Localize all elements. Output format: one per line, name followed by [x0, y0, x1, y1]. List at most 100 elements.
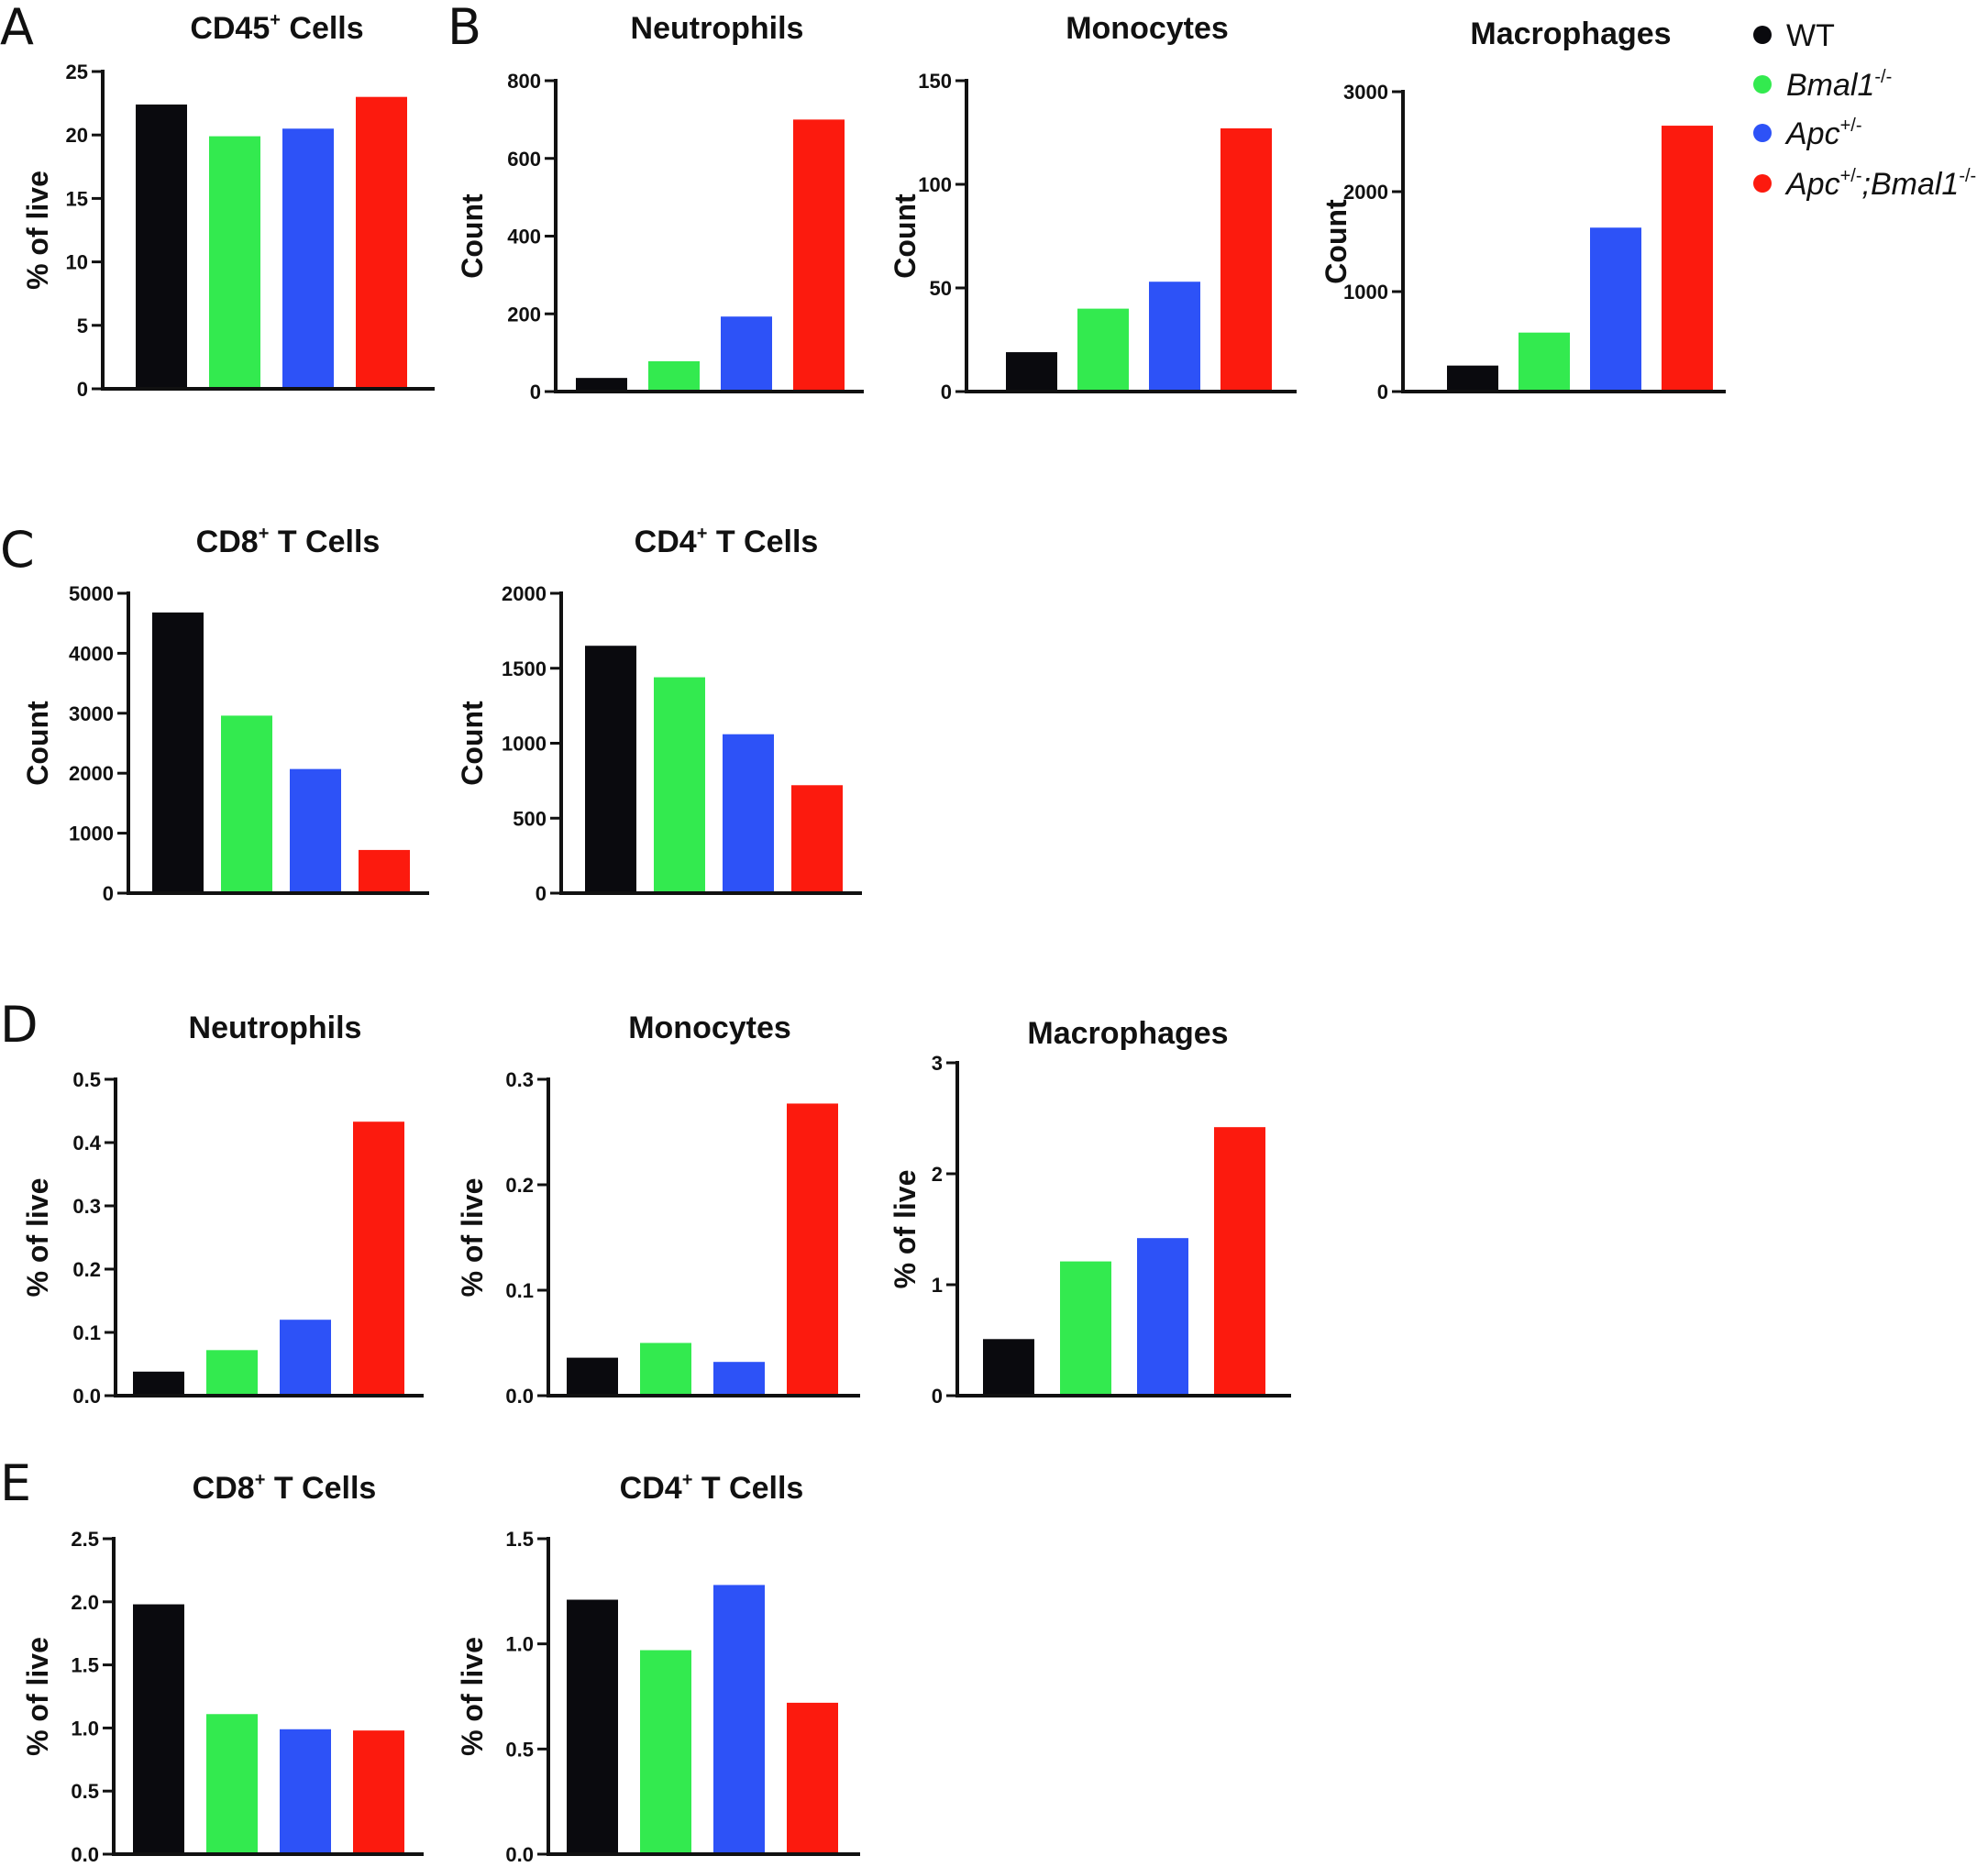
y-axis-label: Count: [21, 701, 54, 786]
bar-apc-bmal1: [787, 1103, 838, 1396]
y-tick-label: 2000: [502, 582, 547, 605]
bar-apc-bmal1: [359, 849, 410, 893]
y-tick-label: 3000: [69, 702, 114, 725]
y-tick-label: 150: [918, 70, 952, 93]
bar-wt: [136, 104, 187, 389]
chart-title: CD8+ T Cells: [193, 1470, 377, 1506]
bar-apc-bmal1: [791, 785, 843, 893]
bar-wt: [133, 1371, 184, 1396]
y-tick-label: 800: [507, 70, 541, 93]
y-tick-label: 3000: [1343, 81, 1388, 104]
bar-wt: [983, 1339, 1034, 1396]
y-tick-label: 1.0: [71, 1717, 99, 1740]
chart-title: Macrophages: [1027, 1016, 1228, 1051]
y-tick-label: 0.2: [72, 1258, 101, 1281]
bar-apc-bmal1: [1220, 127, 1272, 392]
bar-apc: [280, 1320, 331, 1396]
legend: WT Bmal1-/- Apc+/- Apc+/-;Bmal1-/-: [1753, 18, 1976, 202]
bar-apc: [723, 734, 774, 893]
chart-b-monocytes: Monocytes Count 0 50 100 150: [889, 11, 1297, 403]
y-tick-label: 0.5: [505, 1738, 534, 1761]
y-tick-label: 1.5: [505, 1528, 534, 1551]
y-tick-label: 1.0: [505, 1633, 534, 1656]
bar-apc-bmal1: [353, 1730, 404, 1854]
y-tick-label: 0.0: [71, 1843, 99, 1866]
bar-wt: [133, 1604, 184, 1854]
y-tick-label: 20: [66, 124, 88, 147]
y-tick-label: 2.5: [71, 1528, 99, 1551]
y-tick-label: 0: [941, 381, 952, 403]
legend-label: WT: [1786, 18, 1835, 53]
y-tick-label: 15: [66, 187, 88, 210]
y-tick-label: 1000: [1343, 281, 1388, 304]
legend-entry-3: Apc+/-: [1753, 116, 1862, 151]
y-tick-label: 10: [66, 251, 88, 274]
chart-b-neutrophils: Neutrophils Count 0 200 400 600 800: [456, 11, 864, 403]
y-tick-label: 100: [918, 173, 952, 196]
bar-bmal1: [1077, 308, 1129, 392]
y-tick-label: 0.0: [72, 1385, 101, 1408]
y-axis-label: % of live: [456, 1178, 489, 1298]
bar-bmal1: [654, 677, 705, 893]
y-tick-label: 1500: [502, 657, 547, 680]
panel-letters: A B C D E: [0, 0, 481, 1512]
y-tick-label: 0.5: [72, 1068, 101, 1091]
y-tick-label: 500: [513, 807, 547, 830]
chart-d-macrophages: Macrophages % of live 0 1 2 3: [889, 1016, 1291, 1408]
legend-label: Apc+/-: [1784, 116, 1862, 151]
y-tick-label: 0.5: [71, 1780, 99, 1803]
y-tick-label: 4000: [69, 642, 114, 665]
y-tick-label: 0: [536, 882, 547, 905]
y-tick-label: 0.1: [505, 1279, 534, 1302]
charts-layer: CD45+ Cells% of live0510152025Neutrophil…: [21, 10, 1726, 1866]
legend-marker: [1753, 75, 1772, 94]
y-tick-label: 2000: [69, 762, 114, 785]
bar-bmal1: [640, 1650, 691, 1854]
y-tick-label: 5: [77, 315, 88, 337]
y-tick-label: 5000: [69, 582, 114, 605]
legend-label: Apc+/-;Bmal1-/-: [1784, 166, 1976, 202]
bar-apc: [1137, 1238, 1188, 1396]
y-tick-label: 0: [932, 1385, 943, 1408]
bar-wt: [152, 612, 204, 893]
y-tick-label: 0.0: [505, 1843, 534, 1866]
bar-wt: [585, 646, 636, 893]
bar-bmal1: [206, 1714, 258, 1854]
legend-marker: [1753, 124, 1772, 142]
y-tick-label: 0: [530, 381, 541, 403]
bar-apc-bmal1: [356, 96, 407, 390]
legend-label: Bmal1-/-: [1786, 67, 1892, 103]
bar-apc: [282, 128, 334, 389]
bar-apc: [290, 768, 341, 893]
y-axis-label: % of live: [21, 171, 54, 290]
bar-apc-bmal1: [1214, 1127, 1265, 1396]
panel-letter-d: D: [0, 996, 39, 1054]
legend-entry-4: Apc+/-;Bmal1-/-: [1753, 166, 1976, 202]
legend-entry-1: WT: [1753, 18, 1835, 53]
bar-bmal1: [1060, 1261, 1111, 1396]
bar-wt: [567, 1599, 618, 1854]
bar-apc: [721, 316, 772, 392]
bar-wt: [576, 378, 627, 392]
chart-title: CD4+ T Cells: [620, 1470, 804, 1506]
y-tick-label: 0: [103, 882, 114, 905]
chart-title: Monocytes: [1066, 11, 1229, 46]
y-tick-label: 3: [932, 1052, 943, 1075]
y-tick-label: 1000: [69, 823, 114, 845]
bar-bmal1: [206, 1350, 258, 1396]
panel-letter-e: E: [0, 1454, 31, 1512]
bar-wt: [567, 1357, 618, 1396]
bar-apc: [280, 1729, 331, 1854]
chart-title: Macrophages: [1470, 17, 1671, 51]
bar-apc: [713, 1585, 765, 1854]
bar-wt: [1447, 365, 1498, 392]
y-axis-label: Count: [889, 193, 922, 279]
chart-d-neutrophils: Neutrophils % of live 0.0 0.1 0.2 0.3 0.4 0.5: [21, 1011, 424, 1408]
chart-e-cd4: CD4+ T Cells % of live 0.0 0.5 1.0 1.5: [456, 1470, 860, 1866]
y-tick-label: 200: [507, 303, 541, 326]
bar-bmal1: [221, 715, 272, 893]
chart-title: CD45+ Cells: [190, 10, 363, 46]
chart-c-cd8: CD8+ T Cells Count 0 1000 2000 3000 4000 5000: [21, 524, 429, 905]
y-tick-label: 0.4: [72, 1132, 101, 1154]
